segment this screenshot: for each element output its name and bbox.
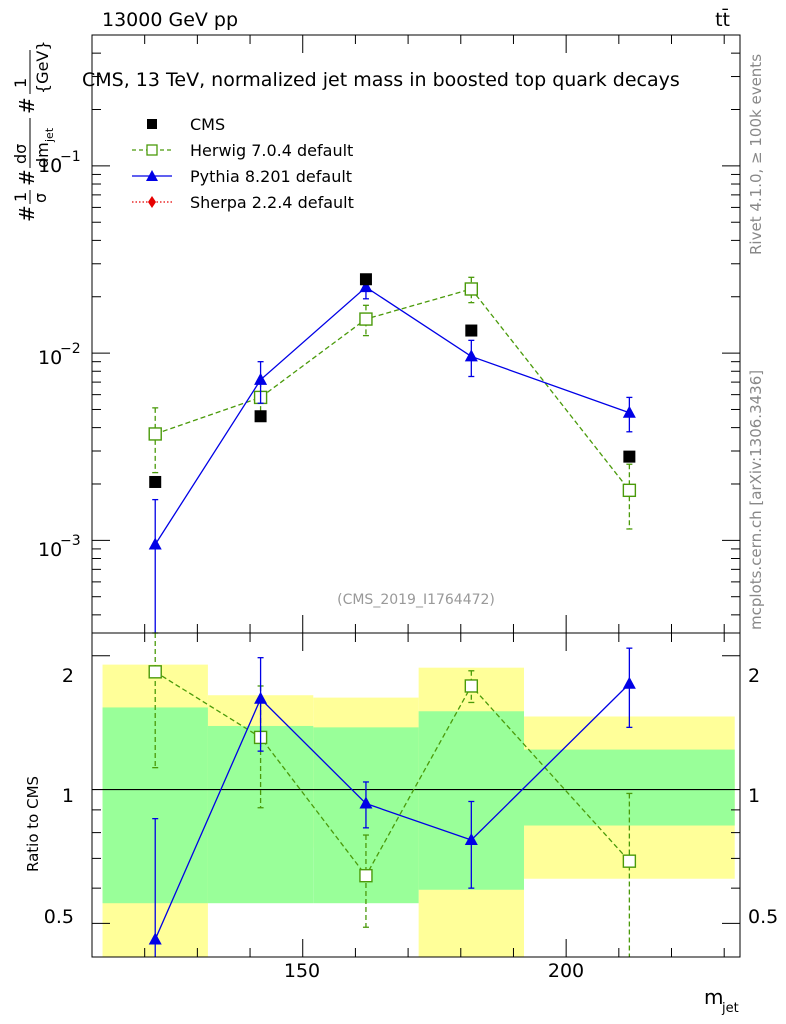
ratio-herwig-point (464, 679, 479, 693)
legend-marker-sherpa (148, 196, 156, 208)
ratio-pythia-point (254, 691, 268, 704)
ylabel-hash-1: # (15, 205, 39, 222)
pythia-point (148, 537, 162, 550)
ratio-ytick-right-1: 1 (748, 785, 760, 807)
ylabel-gev: {GeV} (33, 40, 52, 94)
side-label-rivet: Rivet 4.1.0, ≥ 100k events (747, 54, 765, 255)
main-panel: 10 −3 10 −2 10 −1 # 1 σ # dσ dm jet # 1 … (11, 34, 765, 634)
ratio-axis-ticks (91, 633, 740, 957)
ylabel-dm: dm (33, 142, 52, 168)
ylabel-jet-sub: jet (43, 127, 56, 143)
analysis-id: (CMS_2019_I1764472) (337, 592, 495, 608)
ytick-1e-2-base: 10 (38, 347, 62, 369)
legend-label-herwig: Herwig 7.0.4 default (190, 141, 353, 160)
ratio-ytick-left-05: 0.5 (44, 906, 74, 928)
cms-point (359, 273, 372, 286)
process-label: tt̄ (715, 7, 730, 31)
herwig-point (148, 427, 162, 441)
main-ylabel: # 1 σ # dσ dm jet # 1 {GeV} (11, 40, 56, 222)
legend-marker-herwig (146, 144, 158, 156)
ratio-ylabel: Ratio to CMS (24, 776, 42, 872)
ratio-pythia-point (148, 932, 162, 945)
ratio-herwig-point (622, 854, 637, 868)
ratio-ytick-right-2: 2 (748, 665, 760, 687)
legend-label-pythia: Pythia 8.201 default (190, 167, 352, 186)
chart-title: CMS, 13 TeV, normalized jet mass in boos… (82, 69, 680, 91)
ylabel-sigma: σ (31, 193, 50, 203)
ratio-frame (91, 632, 741, 958)
legend: CMS Herwig 7.0.4 default Pythia 8.201 de… (132, 115, 354, 212)
cms-point (254, 410, 267, 423)
ylabel-frac-one: 1 (11, 192, 30, 202)
main-axis-ticks (91, 34, 740, 633)
main-plot-content (148, 273, 637, 633)
ratio-pythia-point (464, 832, 478, 845)
cms-point (465, 324, 478, 337)
ratio-ytick-right-05: 0.5 (748, 906, 778, 928)
ratio-herwig-point (359, 868, 373, 883)
pythia-point (359, 280, 373, 293)
pythia-point (622, 405, 636, 418)
xtick-150: 150 (284, 960, 320, 982)
ratio-pythia-point (622, 676, 636, 689)
pythia-point (464, 349, 478, 362)
ytick-1e-1-base: 10 (38, 155, 62, 177)
ratio-ytick-left-2: 2 (62, 665, 74, 687)
legend-label-sherpa: Sherpa 2.2.4 default (190, 193, 354, 212)
ytick-1e-3-exp: −3 (60, 533, 81, 549)
herwig-point (359, 312, 373, 326)
ratio-herwig-point (148, 665, 162, 679)
cms-point (149, 475, 162, 488)
pythia-line (154, 286, 630, 545)
legend-label-cms: CMS (190, 115, 225, 134)
xtick-200: 200 (548, 960, 584, 982)
ylabel-frac-one-2: 1 (11, 78, 30, 88)
ylabel-hash-3: # (15, 97, 39, 114)
ytick-1e-1-exp: −1 (60, 149, 81, 165)
ratio-band-green (207, 725, 314, 904)
ratio-ytick-left-1: 1 (62, 785, 74, 807)
ytick-1e-2-exp: −2 (60, 341, 81, 357)
xlabel-m: m (704, 985, 723, 1009)
ratio-plot-content (148, 632, 637, 957)
ylabel-hash-2: # (15, 169, 39, 186)
legend-marker-pythia (146, 170, 158, 181)
herwig-point (464, 282, 479, 296)
side-label-mcplots: mcplots.cern.ch [arXiv:1306.3436] (747, 370, 765, 630)
xlabel-jet-sub: jet (721, 1001, 739, 1016)
ratio-pythia-point (359, 796, 373, 809)
ratio-panel: 2 1 0.5 2 1 0.5 Ratio to CMS 150 200 m j… (24, 632, 778, 1016)
ytick-1e-3-base: 10 (38, 539, 62, 561)
herwig-line (155, 288, 630, 491)
legend-marker-cms (147, 119, 157, 129)
pythia-point (254, 372, 268, 385)
ylabel-dsigma: dσ (11, 144, 30, 164)
energy-label: 13000 GeV pp (102, 9, 238, 31)
cms-point (623, 450, 636, 463)
herwig-point (622, 483, 637, 498)
ratio-bands (92, 664, 740, 957)
